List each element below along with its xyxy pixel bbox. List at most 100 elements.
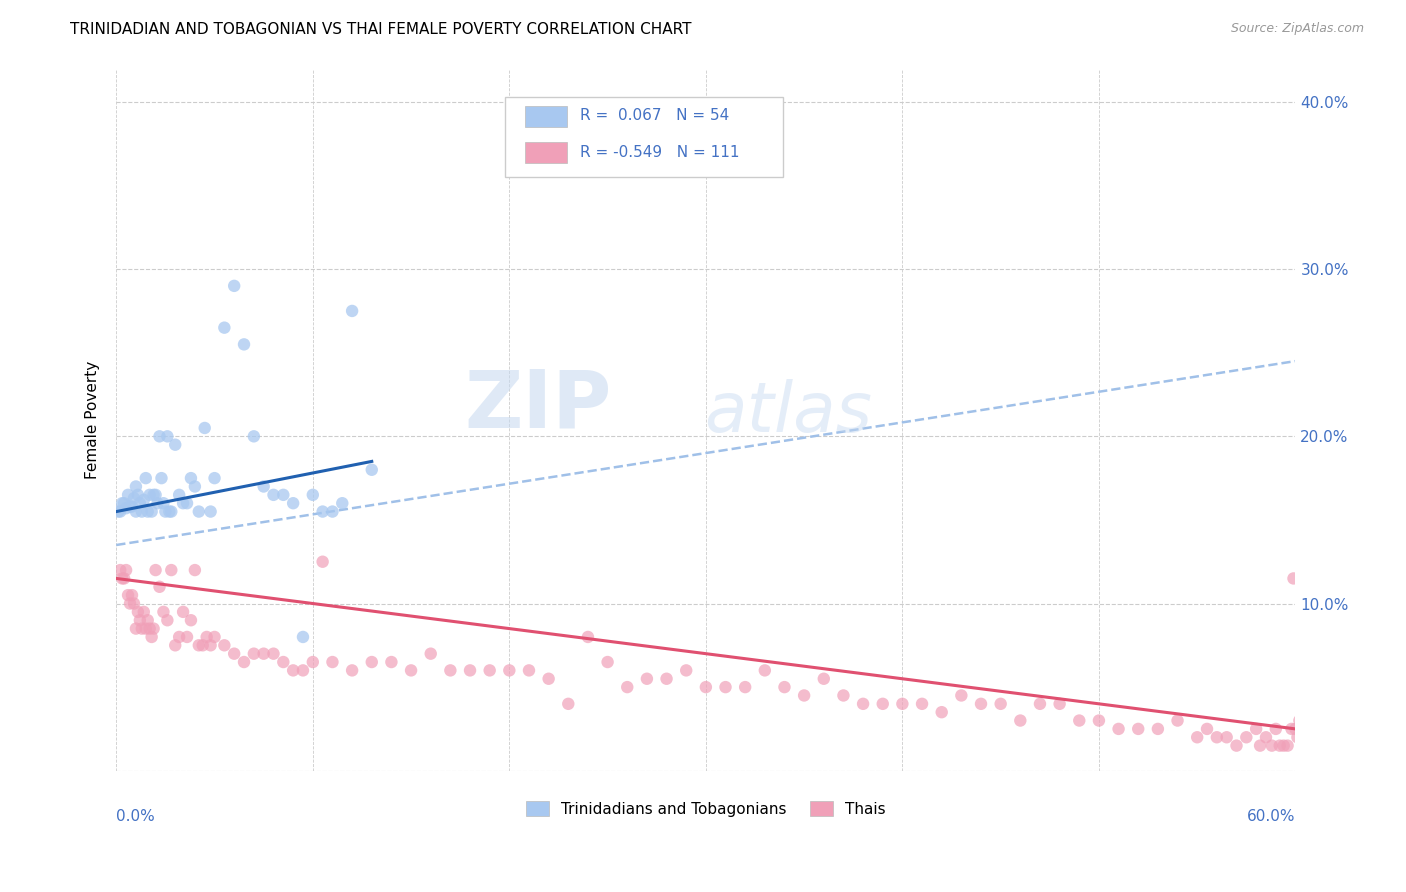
Point bbox=[141, 505, 163, 519]
Point bbox=[138, 488, 160, 502]
Point bbox=[115, 563, 138, 577]
Point bbox=[813, 672, 835, 686]
Point bbox=[145, 488, 167, 502]
Point bbox=[498, 664, 520, 678]
Point bbox=[191, 638, 214, 652]
Point bbox=[1291, 731, 1313, 745]
Point bbox=[852, 697, 875, 711]
Point bbox=[172, 496, 194, 510]
Point bbox=[200, 505, 222, 519]
Point bbox=[360, 655, 382, 669]
Point bbox=[734, 680, 756, 694]
Point bbox=[148, 580, 170, 594]
Point bbox=[131, 622, 153, 636]
Point bbox=[439, 664, 461, 678]
Point bbox=[950, 689, 973, 703]
Point bbox=[172, 605, 194, 619]
Point bbox=[1284, 722, 1306, 736]
Point bbox=[655, 672, 678, 686]
Point bbox=[127, 488, 149, 502]
Point bbox=[117, 488, 139, 502]
Point bbox=[1249, 739, 1271, 753]
Point bbox=[125, 622, 148, 636]
Point bbox=[616, 680, 638, 694]
Point bbox=[160, 563, 183, 577]
Point bbox=[1282, 571, 1305, 585]
Point bbox=[273, 655, 295, 669]
Point bbox=[291, 630, 314, 644]
Point bbox=[165, 438, 187, 452]
Point bbox=[872, 697, 894, 711]
Point bbox=[273, 488, 295, 502]
Point bbox=[184, 479, 207, 493]
Point bbox=[131, 505, 153, 519]
Point bbox=[112, 496, 135, 510]
Point bbox=[136, 505, 159, 519]
Point bbox=[150, 471, 173, 485]
Point bbox=[330, 496, 353, 510]
Text: 60.0%: 60.0% bbox=[1247, 809, 1295, 824]
Point bbox=[1244, 722, 1267, 736]
Point bbox=[160, 505, 183, 519]
Point bbox=[1205, 731, 1227, 745]
Point bbox=[1128, 722, 1150, 736]
Point bbox=[1069, 714, 1091, 728]
Point bbox=[301, 655, 323, 669]
Point bbox=[773, 680, 796, 694]
Point bbox=[121, 500, 143, 514]
Point bbox=[204, 471, 226, 485]
Point bbox=[135, 471, 157, 485]
Point bbox=[1294, 731, 1316, 745]
Point bbox=[121, 588, 143, 602]
Point bbox=[167, 630, 190, 644]
Text: ZIP: ZIP bbox=[464, 367, 612, 444]
Point bbox=[301, 488, 323, 502]
Text: TRINIDADIAN AND TOBAGONIAN VS THAI FEMALE POVERTY CORRELATION CHART: TRINIDADIAN AND TOBAGONIAN VS THAI FEMAL… bbox=[70, 22, 692, 37]
Point bbox=[142, 622, 165, 636]
Point bbox=[1108, 722, 1130, 736]
Point bbox=[458, 664, 481, 678]
Point bbox=[754, 664, 776, 678]
Point bbox=[233, 655, 256, 669]
Point bbox=[132, 605, 155, 619]
Point bbox=[135, 622, 157, 636]
Legend: Trinidadians and Tobagonians, Thais: Trinidadians and Tobagonians, Thais bbox=[520, 795, 891, 822]
Point bbox=[1261, 739, 1284, 753]
Point bbox=[108, 563, 131, 577]
Point bbox=[200, 638, 222, 652]
Point bbox=[111, 496, 134, 510]
Point bbox=[180, 471, 202, 485]
Point bbox=[1029, 697, 1052, 711]
Point bbox=[243, 647, 266, 661]
Point bbox=[399, 664, 422, 678]
Point bbox=[321, 505, 343, 519]
Point bbox=[478, 664, 501, 678]
Point bbox=[118, 500, 141, 514]
Point bbox=[931, 705, 953, 719]
Point bbox=[108, 505, 131, 519]
Point bbox=[187, 505, 209, 519]
Point bbox=[127, 605, 149, 619]
Point bbox=[1234, 731, 1257, 745]
Point bbox=[136, 613, 159, 627]
Point bbox=[1281, 722, 1303, 736]
Point bbox=[156, 613, 179, 627]
Point bbox=[125, 505, 148, 519]
Point bbox=[214, 638, 236, 652]
FancyBboxPatch shape bbox=[526, 106, 567, 127]
Point bbox=[311, 505, 333, 519]
Point bbox=[281, 496, 304, 510]
Text: Source: ZipAtlas.com: Source: ZipAtlas.com bbox=[1230, 22, 1364, 36]
Point bbox=[148, 429, 170, 443]
Point bbox=[138, 622, 160, 636]
Point bbox=[596, 655, 619, 669]
Point bbox=[176, 496, 198, 510]
Point bbox=[1277, 739, 1299, 753]
Point bbox=[194, 421, 217, 435]
Point bbox=[145, 563, 167, 577]
Point bbox=[1268, 739, 1291, 753]
Point bbox=[291, 664, 314, 678]
Point bbox=[118, 597, 141, 611]
Point bbox=[911, 697, 934, 711]
Point bbox=[281, 664, 304, 678]
